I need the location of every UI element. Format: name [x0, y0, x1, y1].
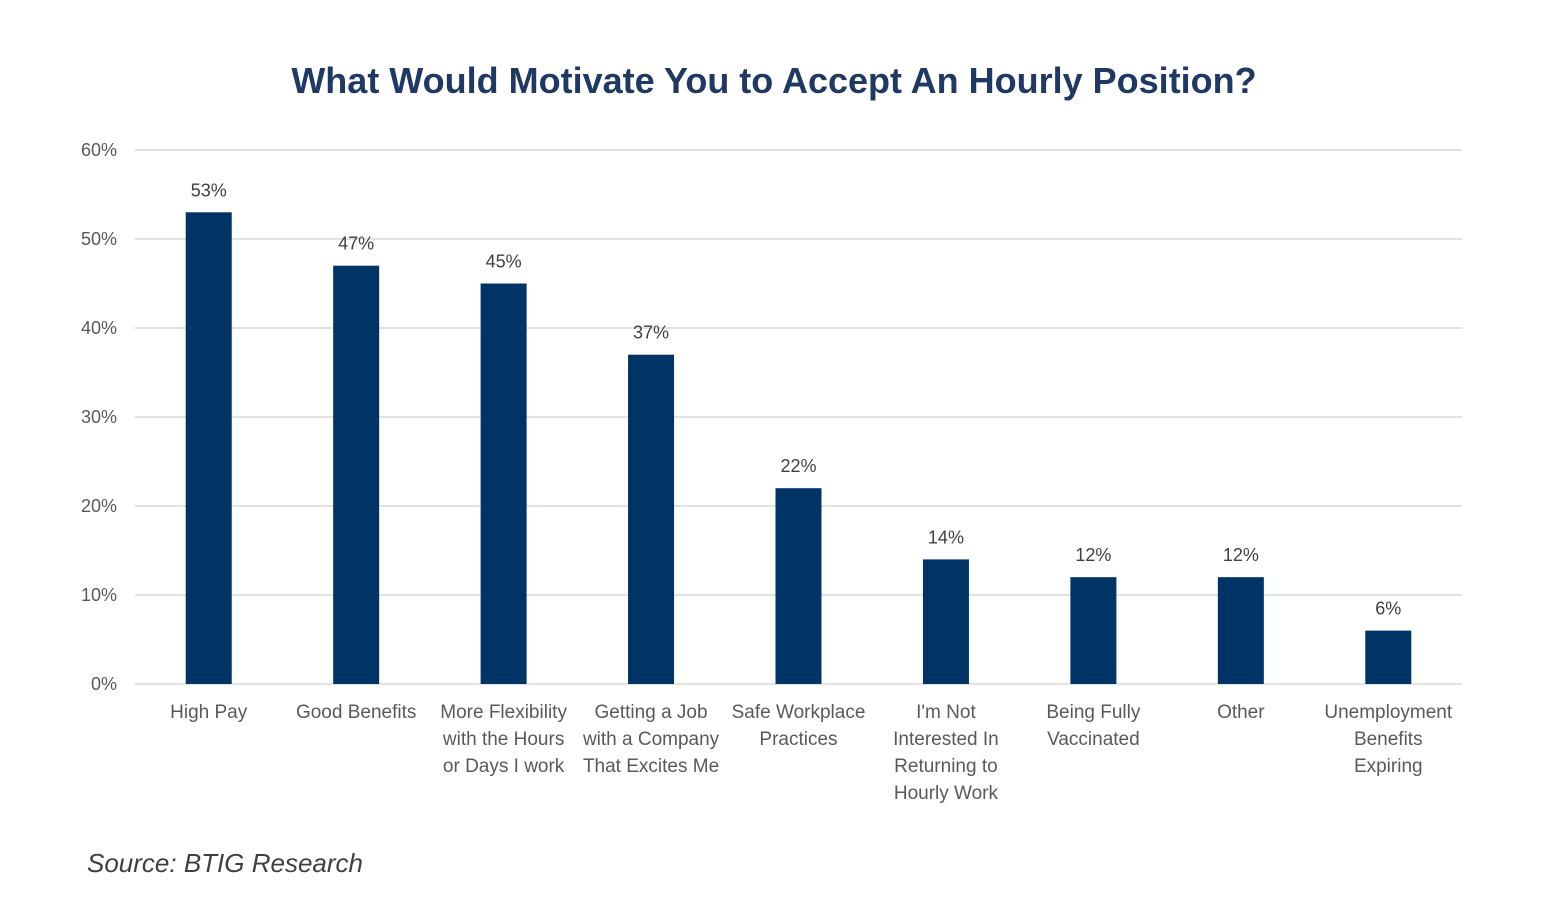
y-tick-label: 30%: [81, 407, 117, 427]
bar: [333, 265, 380, 684]
y-axis-tick-labels: 0% 10% 20% 30% 40% 50% 60%: [81, 140, 117, 694]
data-label: 53%: [191, 180, 227, 200]
bar: [480, 283, 527, 684]
category-label: High Pay: [170, 702, 248, 723]
data-label: 6%: [1375, 599, 1401, 619]
x-axis-category-labels: High Pay Good Benefits More Flexibility wit…: [170, 702, 1453, 804]
bar: [1217, 577, 1264, 684]
chart-title: What Would Motivate You to Accept An Hou…: [291, 60, 1257, 101]
bar: [185, 212, 232, 685]
bar: [922, 559, 969, 684]
data-label: 14%: [928, 527, 964, 547]
y-tick-label: 10%: [81, 585, 117, 605]
category-label: Safe Workplace Practices: [732, 702, 866, 750]
y-tick-label: 50%: [81, 229, 117, 249]
data-label: 45%: [486, 252, 522, 272]
bar: [628, 354, 675, 684]
bar: [775, 488, 822, 684]
category-label: More Flexibility with the Hours or Days I …: [440, 702, 567, 777]
category-label: Other: [1217, 702, 1265, 723]
data-label: 12%: [1075, 545, 1111, 565]
category-label: Unemployment Benefits Expiring: [1324, 702, 1452, 777]
bar: [1365, 630, 1412, 684]
y-tick-label: 60%: [81, 140, 117, 160]
data-label: 22%: [780, 456, 816, 476]
data-label: 47%: [338, 234, 374, 254]
category-label: I'm Not Interested In Returning to Hourly W…: [893, 702, 999, 804]
category-label: Getting a Job with a Company That Excites …: [582, 702, 720, 777]
y-tick-label: 0%: [91, 674, 117, 694]
data-label: 37%: [633, 323, 669, 343]
category-label: Good Benefits: [296, 702, 416, 723]
y-tick-label: 20%: [81, 496, 117, 516]
bar: [1070, 577, 1117, 684]
bars: [185, 212, 1412, 685]
data-labels: 53% 47% 45% 37% 22% 14% 12% 12% 6%: [191, 180, 1402, 618]
data-label: 12%: [1223, 545, 1259, 565]
source-note: Source: BTIG Research: [87, 848, 363, 878]
category-label: Being Fully Vaccinated: [1046, 702, 1140, 750]
y-tick-label: 40%: [81, 318, 117, 338]
